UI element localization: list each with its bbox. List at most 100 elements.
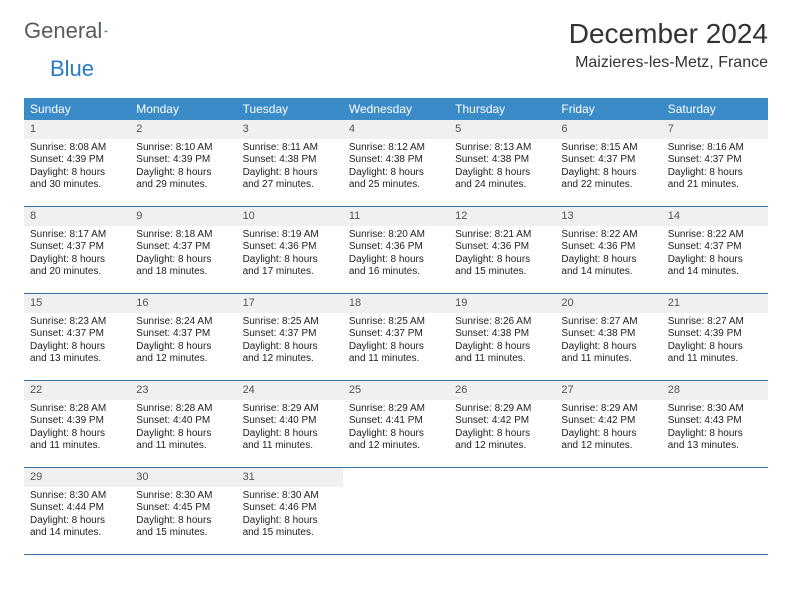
sunrise-line: Sunrise: 8:29 AM (243, 403, 337, 416)
sunset-line: Sunset: 4:38 PM (349, 154, 443, 167)
calendar-cell: 29Sunrise: 8:30 AMSunset: 4:44 PMDayligh… (24, 468, 130, 554)
day-number: 4 (343, 120, 449, 139)
sunrise-line: Sunrise: 8:30 AM (243, 490, 337, 503)
daylight-line-2: and 11 minutes. (136, 440, 230, 453)
day-number: 26 (449, 381, 555, 400)
daylight-line-1: Daylight: 8 hours (30, 428, 124, 441)
sunset-line: Sunset: 4:44 PM (30, 502, 124, 515)
day-number: 10 (237, 207, 343, 226)
sunrise-line: Sunrise: 8:30 AM (30, 490, 124, 503)
day-number: 17 (237, 294, 343, 313)
weekday-header: Sunday Monday Tuesday Wednesday Thursday… (24, 98, 768, 120)
day-number: 9 (130, 207, 236, 226)
daylight-line-1: Daylight: 8 hours (349, 254, 443, 267)
daylight-line-1: Daylight: 8 hours (668, 341, 762, 354)
sunset-line: Sunset: 4:46 PM (243, 502, 337, 515)
calendar-cell: 4 Sunrise: 8:12 AMSunset: 4:38 PMDaylight… (343, 120, 449, 206)
day-details: Sunrise: 8:22 AMSunset: 4:37 PMDaylight:… (662, 226, 768, 283)
weekday-saturday: Saturday (662, 98, 768, 120)
sunset-line: Sunset: 4:36 PM (455, 241, 549, 254)
weekday-monday: Monday (130, 98, 236, 120)
daylight-line-1: Daylight: 8 hours (349, 341, 443, 354)
day-details: Sunrise: 8:27 AMSunset: 4:39 PMDaylight:… (662, 313, 768, 370)
day-details: Sunrise: 8:11 AMSunset: 4:38 PMDaylight:… (237, 139, 343, 196)
daylight-line-2: and 11 minutes. (455, 353, 549, 366)
sunrise-line: Sunrise: 8:10 AM (136, 142, 230, 155)
calendar: Sunday Monday Tuesday Wednesday Thursday… (24, 98, 768, 555)
sunset-line: Sunset: 4:36 PM (349, 241, 443, 254)
day-number: 19 (449, 294, 555, 313)
day-details: Sunrise: 8:27 AMSunset: 4:38 PMDaylight:… (555, 313, 661, 370)
daylight-line-1: Daylight: 8 hours (243, 515, 337, 528)
day-number: 6 (555, 120, 661, 139)
calendar-week: 22Sunrise: 8:28 AMSunset: 4:39 PMDayligh… (24, 381, 768, 468)
daylight-line-2: and 14 minutes. (561, 266, 655, 279)
sunset-line: Sunset: 4:38 PM (561, 328, 655, 341)
sunrise-line: Sunrise: 8:19 AM (243, 229, 337, 242)
daylight-line-2: and 12 minutes. (243, 353, 337, 366)
calendar-cell: 23Sunrise: 8:28 AMSunset: 4:40 PMDayligh… (130, 381, 236, 467)
calendar-cell: 13Sunrise: 8:22 AMSunset: 4:36 PMDayligh… (555, 207, 661, 293)
sunrise-line: Sunrise: 8:21 AM (455, 229, 549, 242)
calendar-cell: 17Sunrise: 8:25 AMSunset: 4:37 PMDayligh… (237, 294, 343, 380)
calendar-cell: 2Sunrise: 8:10 AMSunset: 4:39 PMDaylight… (130, 120, 236, 206)
daylight-line-2: and 29 minutes. (136, 179, 230, 192)
sunset-line: Sunset: 4:39 PM (30, 415, 124, 428)
day-details: Sunrise: 8:26 AMSunset: 4:38 PMDaylight:… (449, 313, 555, 370)
calendar-cell: 16Sunrise: 8:24 AMSunset: 4:37 PMDayligh… (130, 294, 236, 380)
sunset-line: Sunset: 4:37 PM (561, 154, 655, 167)
daylight-line-1: Daylight: 8 hours (136, 428, 230, 441)
daylight-line-2: and 27 minutes. (243, 179, 337, 192)
calendar-cell: 12Sunrise: 8:21 AMSunset: 4:36 PMDayligh… (449, 207, 555, 293)
daylight-line-1: Daylight: 8 hours (668, 254, 762, 267)
daylight-line-1: Daylight: 8 hours (349, 167, 443, 180)
sunrise-line: Sunrise: 8:17 AM (30, 229, 124, 242)
sunrise-line: Sunrise: 8:25 AM (349, 316, 443, 329)
calendar-cell: 30Sunrise: 8:30 AMSunset: 4:45 PMDayligh… (130, 468, 236, 554)
day-number: 13 (555, 207, 661, 226)
day-details: Sunrise: 8:19 AMSunset: 4:36 PMDaylight:… (237, 226, 343, 283)
calendar-cell (555, 468, 661, 554)
day-number: 14 (662, 207, 768, 226)
calendar-cell: 27Sunrise: 8:29 AMSunset: 4:42 PMDayligh… (555, 381, 661, 467)
calendar-cell: 11Sunrise: 8:20 AMSunset: 4:36 PMDayligh… (343, 207, 449, 293)
daylight-line-1: Daylight: 8 hours (136, 341, 230, 354)
weekday-tuesday: Tuesday (237, 98, 343, 120)
daylight-line-2: and 11 minutes. (30, 440, 124, 453)
sunrise-line: Sunrise: 8:12 AM (349, 142, 443, 155)
day-number: 3 (237, 120, 343, 139)
daylight-line-2: and 20 minutes. (30, 266, 124, 279)
calendar-week: 15Sunrise: 8:23 AMSunset: 4:37 PMDayligh… (24, 294, 768, 381)
calendar-cell: 28Sunrise: 8:30 AMSunset: 4:43 PMDayligh… (662, 381, 768, 467)
logo-blue: Blue (50, 56, 94, 82)
day-number: 8 (24, 207, 130, 226)
calendar-cell: 18Sunrise: 8:25 AMSunset: 4:37 PMDayligh… (343, 294, 449, 380)
day-details: Sunrise: 8:29 AMSunset: 4:40 PMDaylight:… (237, 400, 343, 457)
sunset-line: Sunset: 4:39 PM (668, 328, 762, 341)
day-details: Sunrise: 8:10 AMSunset: 4:39 PMDaylight:… (130, 139, 236, 196)
logo-mark-icon (104, 24, 107, 38)
day-number: 20 (555, 294, 661, 313)
sunrise-line: Sunrise: 8:11 AM (243, 142, 337, 155)
calendar-cell: 9Sunrise: 8:18 AMSunset: 4:37 PMDaylight… (130, 207, 236, 293)
day-number: 27 (555, 381, 661, 400)
daylight-line-2: and 16 minutes. (349, 266, 443, 279)
daylight-line-2: and 11 minutes. (668, 353, 762, 366)
sunset-line: Sunset: 4:37 PM (243, 328, 337, 341)
sunset-line: Sunset: 4:37 PM (668, 154, 762, 167)
sunset-line: Sunset: 4:36 PM (561, 241, 655, 254)
calendar-cell: 10Sunrise: 8:19 AMSunset: 4:36 PMDayligh… (237, 207, 343, 293)
day-number: 31 (237, 468, 343, 487)
weekday-thursday: Thursday (449, 98, 555, 120)
sunset-line: Sunset: 4:37 PM (30, 241, 124, 254)
calendar-cell: 26Sunrise: 8:29 AMSunset: 4:42 PMDayligh… (449, 381, 555, 467)
calendar-cell (662, 468, 768, 554)
daylight-line-1: Daylight: 8 hours (455, 167, 549, 180)
calendar-cell: 3Sunrise: 8:11 AMSunset: 4:38 PMDaylight… (237, 120, 343, 206)
daylight-line-2: and 13 minutes. (30, 353, 124, 366)
day-number: 11 (343, 207, 449, 226)
sunrise-line: Sunrise: 8:29 AM (455, 403, 549, 416)
calendar-cell: 7Sunrise: 8:16 AMSunset: 4:37 PMDaylight… (662, 120, 768, 206)
day-details: Sunrise: 8:15 AMSunset: 4:37 PMDaylight:… (555, 139, 661, 196)
daylight-line-2: and 12 minutes. (136, 353, 230, 366)
